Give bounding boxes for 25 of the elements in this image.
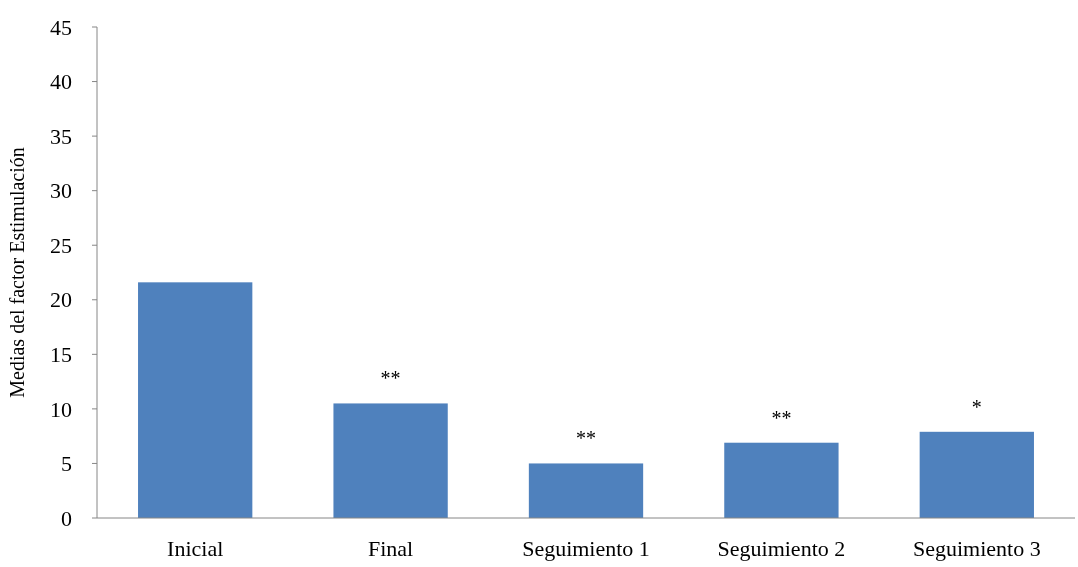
y-tick-label: 25: [50, 232, 72, 258]
y-tick-label: 20: [50, 287, 72, 313]
x-tick-label: Inicial: [167, 536, 224, 561]
y-tick-label: 10: [50, 396, 72, 422]
bar: [138, 282, 253, 518]
x-tick-label: Seguimiento 1: [522, 536, 650, 561]
x-tick-label: Seguimiento 3: [912, 536, 1041, 561]
bar: [724, 442, 839, 518]
bar: [528, 463, 644, 518]
annotation: **: [380, 367, 401, 390]
y-tick-label: 40: [50, 69, 72, 95]
x-tick-label: Seguimiento 2: [717, 536, 846, 561]
y-tick-label: 35: [50, 123, 72, 149]
x-tick-label: Final: [367, 536, 414, 561]
y-tick-label: 5: [61, 451, 72, 477]
y-tick-label: 45: [50, 14, 72, 40]
y-tick-label: 0: [61, 505, 72, 531]
bar: [919, 431, 1034, 518]
y-tick-label: 15: [50, 342, 72, 368]
y-axis-title: Medias del factor Estimulación: [6, 147, 28, 398]
bar: [333, 403, 448, 518]
annotation: **: [576, 427, 596, 450]
annotation: **: [771, 406, 792, 429]
y-tick-label: 30: [50, 178, 72, 204]
annotation: *: [971, 395, 982, 418]
